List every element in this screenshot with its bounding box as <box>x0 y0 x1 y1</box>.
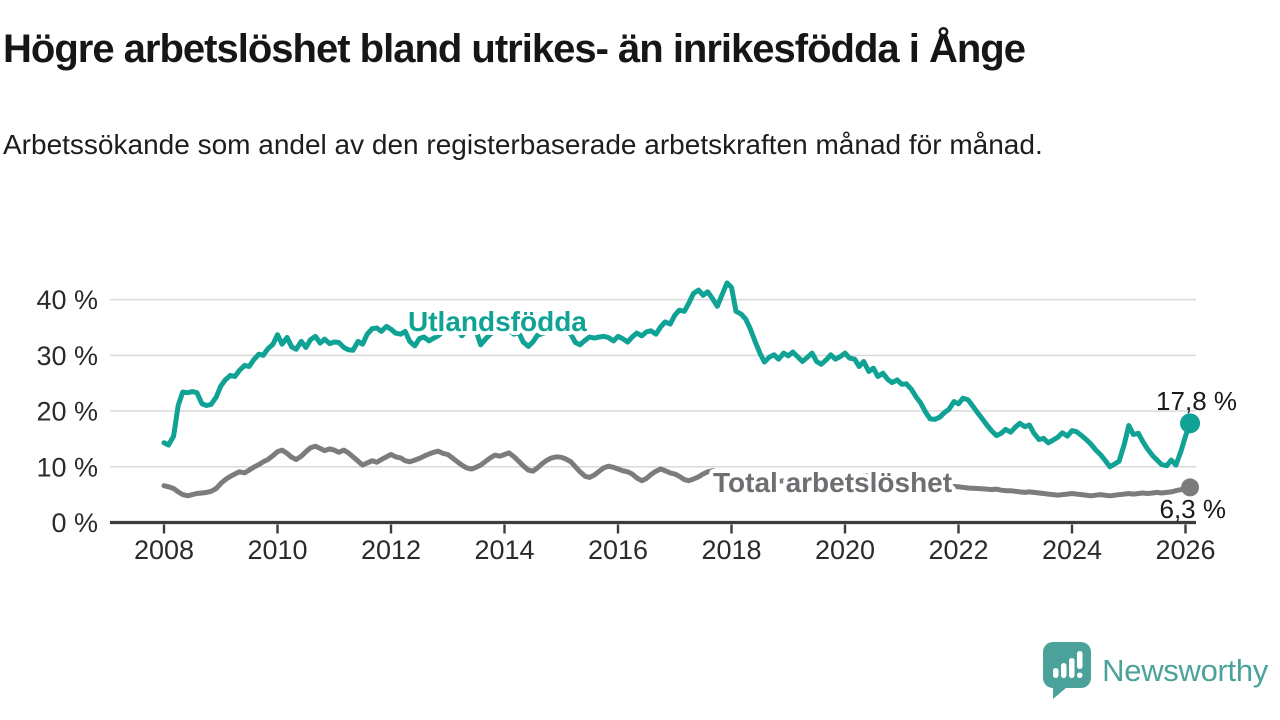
x-tick-label: 2008 <box>134 535 194 565</box>
series-label-total-arbetsl-shet: Total arbetslöshet <box>713 467 952 498</box>
y-tick-label: 0 % <box>51 508 98 538</box>
series-end-value-utlandsf-dda: 17,8 % <box>1156 386 1237 416</box>
series-line-utlandsf-dda <box>161 280 1193 470</box>
series-end-dot-utlandsf-dda <box>1180 413 1201 434</box>
newsworthy-logo-icon <box>1043 642 1092 699</box>
x-tick-label: 2016 <box>588 535 648 565</box>
y-tick-label: 20 % <box>36 397 98 427</box>
series-line-total-arbetsl-shet <box>161 443 1193 499</box>
x-tick-label: 2022 <box>928 535 988 565</box>
x-tick-label: 2010 <box>247 535 307 565</box>
x-tick-label: 2020 <box>815 535 875 565</box>
brand-name: Newsworthy <box>1102 653 1268 688</box>
series-label-utlandsf-dda: Utlandsfödda <box>408 306 587 337</box>
x-tick-label: 2014 <box>474 535 534 565</box>
series-end-value-total-arbetsl-shet: 6,3 % <box>1160 494 1227 524</box>
series-end-dot-total-arbetsl-shet <box>1181 478 1200 497</box>
y-tick-label: 10 % <box>36 452 98 482</box>
x-tick-label: 2026 <box>1155 535 1215 565</box>
page-title: Högre arbetslöshet bland utrikes- än inr… <box>3 27 1026 71</box>
brand-footer: Newsworthy <box>1042 642 1268 700</box>
y-tick-label: 30 % <box>36 341 98 371</box>
x-tick-label: 2018 <box>701 535 761 565</box>
chart-subtitle: Arbetssökande som andel av den registerb… <box>3 129 1043 160</box>
x-tick-label: 2024 <box>1042 535 1102 565</box>
y-tick-label: 40 % <box>36 285 98 315</box>
x-tick-label: 2012 <box>361 535 421 565</box>
